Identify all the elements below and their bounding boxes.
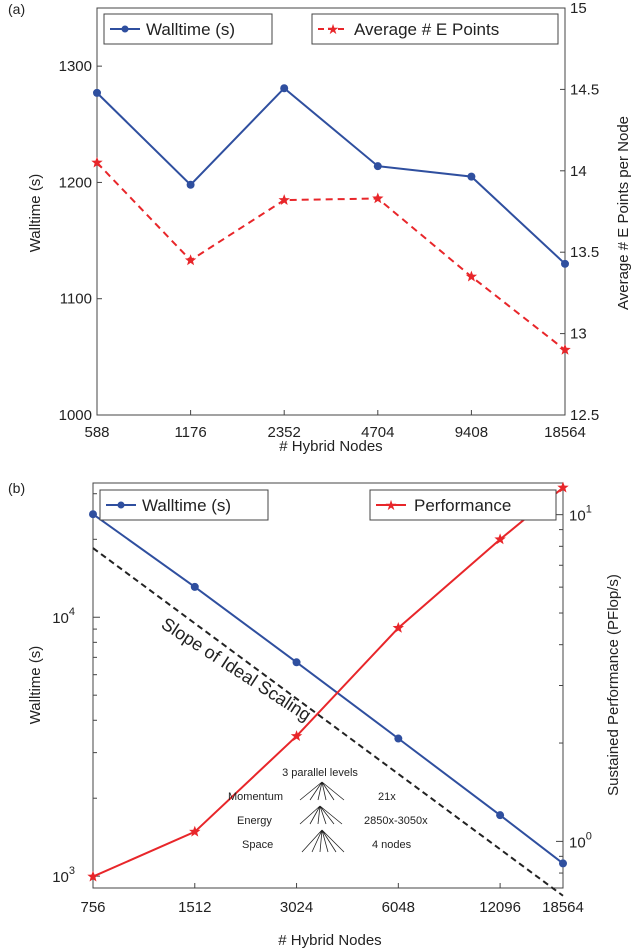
panel-a-legend: Walltime (s) ★ Average # E Points <box>103 13 559 45</box>
panel-a-series-2-point <box>465 270 478 282</box>
panel-a-ytick-right-label: 12.5 <box>570 407 599 424</box>
ideal-scaling-line <box>92 547 564 897</box>
inset-tree-diagram <box>299 781 345 853</box>
panel-a-series-1-point <box>467 172 476 181</box>
panel-a-series-1-line <box>96 86 566 265</box>
panel-b-series-1-point <box>190 582 199 591</box>
legend-b-walltime-label: Walltime (s) <box>142 496 231 515</box>
legend-b-walltime-marker <box>117 501 125 509</box>
panel-b-label: (b) <box>8 480 25 496</box>
panel-a-xtick-label: 18564 <box>544 424 586 441</box>
panel-a-ytick-right-label: 14 <box>570 163 587 180</box>
panel-b-series-1-point <box>496 811 505 820</box>
panel-b-xlabel: # Hybrid Nodes <box>278 932 381 949</box>
panel-a-plot-frame <box>96 7 566 416</box>
panel-a-ylabel-right: Average # E Points per Node <box>615 116 631 310</box>
panel-b-series-1-point <box>559 859 567 868</box>
panel-a-legend-box-2 <box>311 13 559 45</box>
panel-a-series-2-point <box>184 254 197 266</box>
panel-a-label: (a) <box>8 1 25 17</box>
legend-walltime-marker <box>121 25 129 33</box>
panel-b-ylabel-right: Sustained Performance (PFlop/s) <box>605 574 622 796</box>
panel-b-series-2-line <box>92 486 564 878</box>
panel-a-xtick-label: 1176 <box>174 424 206 441</box>
panel-a-series-1-point <box>280 84 289 93</box>
panel-a-ylabel: Walltime (s) <box>27 174 44 253</box>
inset-row-3-left: Space <box>242 839 273 851</box>
panel-b: (b) Walltime (s) Sustained Performance (… <box>8 480 622 949</box>
panel-a-ytick-right-label: 13.5 <box>570 244 599 261</box>
inset-row-3-right: 4 nodes <box>372 839 412 851</box>
panel-b-series-2-point <box>392 622 404 633</box>
panel-a-series-1-point <box>186 180 195 189</box>
inset-title: 3 parallel levels <box>282 767 358 779</box>
panel-a-ytick-label: 1000 <box>59 407 92 424</box>
panel-a-xtick-label: 588 <box>84 424 109 441</box>
legend-epoints-marker: ★ <box>327 22 340 38</box>
panel-b-series-1-point <box>394 734 403 743</box>
panel-b-ytick-right-label: 101 <box>569 504 592 525</box>
panel-a-ytick-right-label: 15 <box>570 0 587 17</box>
panel-a-xtick-label: 2352 <box>268 424 301 441</box>
legend-walltime-label: Walltime (s) <box>146 20 235 39</box>
legend-performance-marker: ★ <box>385 498 398 514</box>
panel-a-ytick-right-label: 14.5 <box>570 81 599 98</box>
panel-a-xtick-label: 9408 <box>455 424 488 441</box>
inset-row-2-left: Energy <box>237 815 272 827</box>
panel-b-series-1-line <box>92 513 564 865</box>
panel-a-series-2-line <box>96 162 566 351</box>
panel-a-ytick-right-label: 13 <box>570 326 587 343</box>
panel-a: (a) Walltime (s) Average # E Points per … <box>8 0 631 455</box>
panel-b-xtick-label: 3024 <box>280 899 313 916</box>
inset-row-1-right: 21x <box>378 791 396 803</box>
panel-a-xtick-label: 4704 <box>361 424 394 441</box>
panel-a-series-1-point <box>373 162 382 171</box>
panel-a-series-2-point <box>278 194 290 205</box>
panel-b-xtick-label: 18564 <box>542 899 584 916</box>
panel-b-series-1-point <box>292 658 301 667</box>
panel-b-xtick-label: 6048 <box>382 899 415 916</box>
panel-b-series-2-point <box>189 825 201 837</box>
panel-b-series-2-point <box>494 533 506 545</box>
ideal-scaling-label: Slope of Ideal Scaling <box>158 614 315 726</box>
legend-epoints-label: Average # E Points <box>354 20 499 39</box>
inset-row-1-left: Momentum <box>228 791 283 803</box>
panel-b-series-2-point <box>87 870 99 882</box>
panel-b-xtick-label: 12096 <box>479 899 521 916</box>
panel-a-series-1-point <box>561 259 569 268</box>
panel-b-series-2-point <box>290 730 303 741</box>
inset-row-2-right: 2850x-3050x <box>364 815 428 827</box>
panel-b-series-2-point <box>557 481 569 493</box>
panel-b-ylabel: Walltime (s) <box>27 646 44 725</box>
panel-a-series-2-point <box>559 343 571 355</box>
panel-a-series-1-point <box>93 88 101 97</box>
panel-a-ytick-label: 1300 <box>59 58 92 75</box>
panel-b-ytick-right-label: 100 <box>569 830 592 851</box>
panel-a-series-2-point <box>372 192 384 204</box>
panel-b-ytick-label: 104 <box>52 606 75 627</box>
panel-b-ytick-label: 103 <box>52 865 75 886</box>
panel-b-xtick-label: 1512 <box>178 899 211 916</box>
panel-b-series-1-point <box>89 510 97 519</box>
legend-performance-label: Performance <box>414 496 511 515</box>
panel-a-ytick-label: 1200 <box>59 174 92 191</box>
parallel-levels-inset: 3 parallel levels Momentum 21x Energy 28… <box>228 767 428 853</box>
panel-b-legend: Walltime (s) ★ Performance <box>99 489 557 521</box>
panel-a-series-2-point <box>91 156 103 168</box>
panel-a-xlabel: # Hybrid Nodes <box>279 438 382 455</box>
panel-b-xtick-label: 756 <box>80 899 105 916</box>
panel-a-ytick-label: 1100 <box>60 291 92 308</box>
